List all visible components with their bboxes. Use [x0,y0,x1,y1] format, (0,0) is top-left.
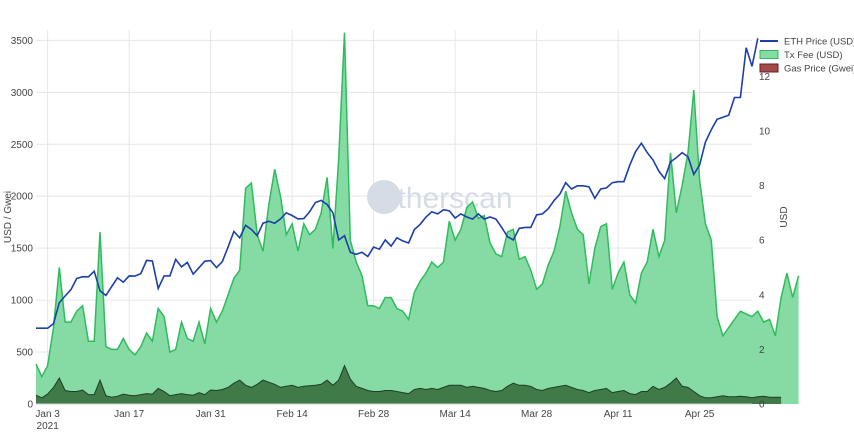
gas-price-area [36,365,782,404]
legend-item-gas-price[interactable]: Gas Price (Gwei) [759,63,854,75]
x-tick-label: Apr 11 [604,409,633,420]
y-left-tick-label: 3000 [11,88,34,99]
y-right-tick-label: 10 [759,127,771,138]
y-left-tick-label: 1000 [11,296,34,307]
y-left-tick-label: 0 [27,400,33,411]
x-tick-label: Mar 28 [521,409,553,420]
watermark-logo [367,180,401,214]
gas-price-line [35,364,782,399]
y-left-tick-label: 2000 [11,192,34,203]
y-left-tick-label: 1500 [11,244,34,255]
y-right-axis-title: USD [779,206,790,227]
y-right-tick-label: 0 [759,400,765,411]
eth-price-line [36,38,759,329]
y-right-tick-label: 6 [759,236,765,247]
y-left-tick-label: 500 [16,348,33,359]
x-tick-label: Feb 14 [277,409,309,420]
legend-label: ETH Price (USD) [784,37,854,48]
series-layer [35,32,800,404]
x-tick-label: Feb 28 [358,409,390,420]
legend-swatch-area [759,63,779,73]
legend-label: Gas Price (Gwei) [784,64,854,75]
y-right-tick-label: 8 [759,181,765,192]
x-tick-label: Jan 31 [196,409,226,420]
y-right-tick-label: 2 [759,345,765,356]
x-tick-label: Jan 17 [114,409,144,420]
y-left-tick-label: 3500 [11,36,34,47]
x-tick-label: Apr 25 [685,409,715,420]
y-left-tick-label: 2500 [11,140,34,151]
legend-item-tx-fee[interactable]: Tx Fee (USD) [759,50,843,61]
y-left-axis-title: USD / Gwei [3,191,14,243]
x-tick-sublabel: 2021 [37,421,60,432]
tx-fee-area [36,32,799,404]
y-right-tick-label: 12 [759,72,771,83]
y-right-tick-label: 4 [759,290,765,301]
legend-item-eth-price[interactable]: ETH Price (USD) [760,37,854,48]
legend-label: Tx Fee (USD) [784,50,843,61]
x-tick-label: Mar 14 [440,409,472,420]
legend-swatch-area [759,50,779,59]
x-tick-label: Jan 3 [35,409,60,420]
tx-fee-line [35,32,800,379]
legend[interactable]: ETH Price (USD) Tx Fee (USD) Gas Price (Gw… [759,37,854,75]
